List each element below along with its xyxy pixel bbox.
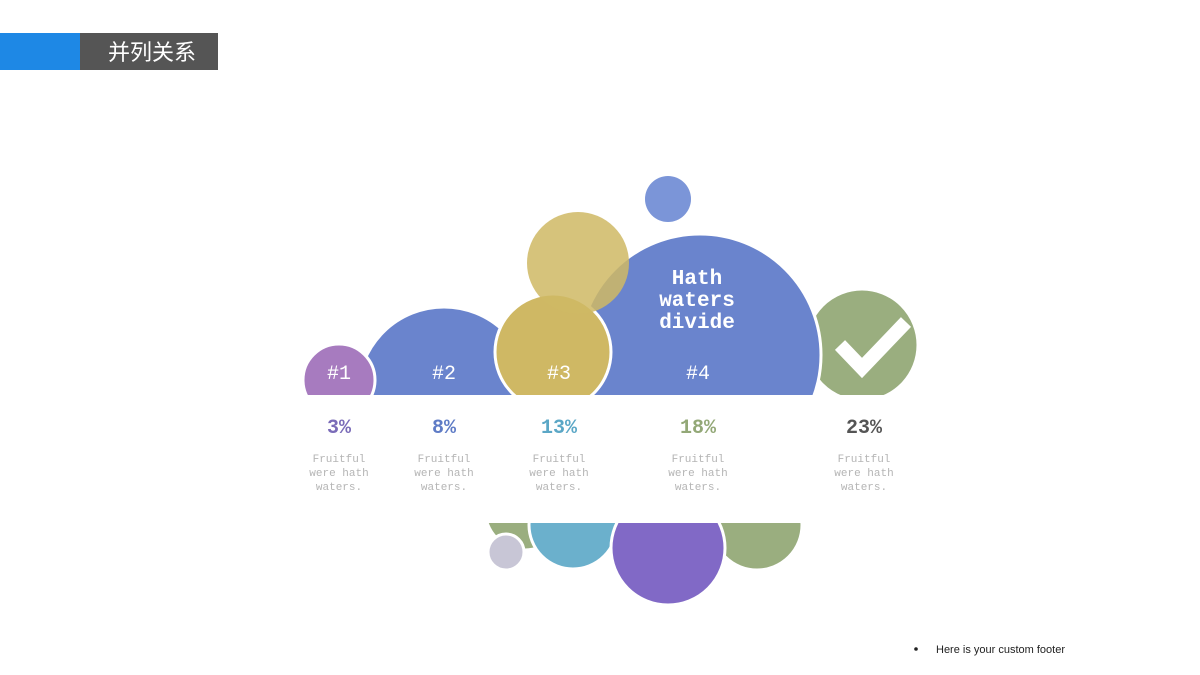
item-description: Fruitful bbox=[313, 454, 366, 466]
item-description: were hath bbox=[414, 468, 473, 480]
item-description: were hath bbox=[834, 468, 893, 480]
item-percent: 3% bbox=[327, 417, 352, 440]
item-percent: 13% bbox=[541, 417, 578, 440]
item-description: Fruitful bbox=[533, 454, 586, 466]
item-description: Fruitful bbox=[672, 454, 725, 466]
item-percent: 23% bbox=[846, 417, 883, 440]
item-description: were hath bbox=[529, 468, 588, 480]
footer-text: Here is your custom footer bbox=[936, 644, 1065, 656]
item-description: waters. bbox=[841, 482, 887, 494]
item-description: were hath bbox=[668, 468, 727, 480]
item-description: were hath bbox=[309, 468, 368, 480]
band bbox=[290, 395, 940, 523]
item-description: Fruitful bbox=[418, 454, 471, 466]
check-icon bbox=[834, 317, 912, 379]
items: #1 3% Fruitful were hath waters. #2 8% Fruitful… bbox=[309, 363, 893, 494]
item-label: #4 bbox=[686, 363, 710, 386]
bubble bbox=[645, 176, 691, 222]
center-line: Hath bbox=[672, 268, 722, 291]
item-description: waters. bbox=[421, 482, 467, 494]
item-description: waters. bbox=[675, 482, 721, 494]
item-label: #3 bbox=[547, 363, 571, 386]
item-percent: 18% bbox=[680, 417, 717, 440]
header-title: 并列关系 bbox=[108, 40, 196, 65]
item-description: waters. bbox=[316, 482, 362, 494]
header-bar bbox=[80, 33, 218, 70]
header-accent bbox=[0, 33, 80, 70]
center-line: waters bbox=[659, 290, 735, 313]
item-label: #2 bbox=[432, 363, 456, 386]
bubble bbox=[527, 212, 629, 314]
center-text: Hath waters divide bbox=[659, 268, 735, 335]
item-description: waters. bbox=[536, 482, 582, 494]
bubble bbox=[486, 532, 526, 572]
bullet bbox=[914, 647, 918, 651]
item-label: #1 bbox=[327, 363, 351, 386]
item-percent: 8% bbox=[432, 417, 457, 440]
bubble bbox=[804, 287, 920, 403]
item-description: Fruitful bbox=[838, 454, 891, 466]
center-line: divide bbox=[659, 312, 735, 335]
